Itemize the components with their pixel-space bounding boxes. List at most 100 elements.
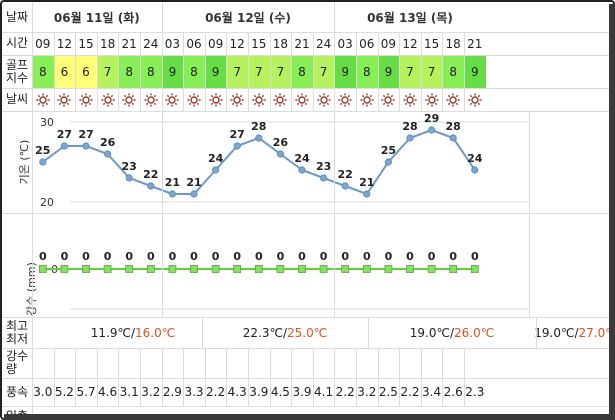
golf-index-cell: 8 [291,55,313,88]
sun-icon [442,88,464,111]
golf-index-cell: 8 [140,55,162,88]
golf-index-cell: 9 [161,55,184,88]
wind-speed-cell: 3.1 [119,385,139,399]
col-divider [97,348,98,406]
rain-point [341,265,350,273]
rain-point [254,265,263,273]
col-divider [162,2,163,317]
col-divider [399,348,400,406]
col-divider [226,348,227,406]
row-divider [2,55,613,56]
col-divider [54,32,55,111]
golf-index-cell: 9 [204,55,227,88]
sun-icon [313,88,335,111]
hour-cell: 21 [294,36,310,51]
frame-shadow [4,414,615,420]
golf-index-cell: 7 [399,55,421,88]
sun-icon [291,88,313,111]
temp-data-label: 29 [424,112,439,125]
temp-point [319,174,328,182]
rain-data-label: 0 [39,250,47,263]
col-divider [248,348,249,406]
rain-data-label: 0 [190,250,198,263]
col-divider [378,32,379,111]
sun-icon [97,88,119,111]
day-header: 06월 13일 (목) [367,10,453,25]
rain-data-label: 0 [385,250,393,263]
temp-point [449,134,457,142]
hour-cell: 21 [121,36,137,51]
rain-data-label: 0 [320,250,328,263]
row-divider [2,348,613,349]
min-temp: 22.3℃ [242,325,283,340]
temp-data-label: 21 [165,176,180,189]
col-divider [378,348,379,406]
col-divider [334,348,335,406]
hour-cell: 12 [56,36,73,51]
wind-speed-cell: 3.3 [184,385,204,399]
rain-point [319,265,328,273]
temp-data-label: 24 [294,152,310,165]
rain-data-label: 0 [471,250,479,263]
sun-icon [270,88,292,111]
col-divider [140,32,141,111]
row-divider [2,406,613,407]
hour-cell: 06 [186,36,202,51]
col-divider [313,32,314,111]
rain-point [82,265,90,273]
temp-data-label: 24 [208,152,224,165]
max-temp: 16.0℃ [135,325,176,340]
hour-cell: 18 [99,36,116,51]
min-temp: 19.0℃ [534,325,575,340]
sun-icon [334,88,356,111]
rain-axis-label: 강수 (mm) [25,262,38,316]
row-divider [2,88,613,89]
min-max-cell: 22.3℃/25.0℃ [202,317,368,348]
rain-data-label: 0 [449,250,457,263]
col-divider [334,32,335,111]
temp-point [276,150,284,158]
wind-speed-cell: 2.6 [443,385,463,399]
temp-point [363,190,371,198]
col-divider [442,348,443,406]
temp-data-label: 27 [57,128,72,141]
row-label-wind: 풍속 [6,384,29,399]
wind-speed-cell: 3.9 [249,385,269,399]
sun-icon [140,88,162,111]
col-divider [54,348,55,406]
hour-cell: 15 [251,36,267,51]
golf-index-cell: 8 [118,55,140,88]
temp-point [104,150,112,158]
col-divider [368,317,369,348]
temp-data-label: 21 [359,176,374,189]
temp-data-label: 26 [100,136,116,149]
hour-cell: 12 [402,36,418,51]
temp-data-label: 28 [402,120,417,133]
temp-point [39,158,47,166]
wind-speed-cell: 2.2 [400,385,420,399]
col-divider [464,348,465,406]
golf-index-cell: 7 [269,55,292,88]
row-divider [2,213,613,214]
wind-speed-cell: 2.9 [162,385,182,399]
hour-cell: 03 [164,36,181,51]
temp-data-label: 27 [230,128,245,141]
row-label-sunrise: 일출 [2,406,32,418]
hour-cell: 18 [445,36,461,51]
col-divider [313,348,314,406]
temp-data-label: 22 [143,168,158,181]
wind-speed-cell: 4.3 [227,385,247,399]
wind-speed-cell: 3.0 [33,385,53,399]
rain-point [470,265,479,273]
sun-icon [118,88,140,111]
col-divider [162,32,163,111]
charts-svg: 30 20 기온 (℃) 25 27 27 26 23 22 21 21 24 27 28 26 24 23 22… [18,112,528,316]
col-divider [399,32,400,111]
rain-data-label: 0 [298,250,306,263]
sun-icon [421,88,443,111]
wind-speed-cell: 2.2 [206,385,226,399]
rain-point [103,265,112,273]
temp-point [406,134,414,142]
col-divider [270,348,271,406]
wind-speed-cell: 4.5 [270,385,290,399]
